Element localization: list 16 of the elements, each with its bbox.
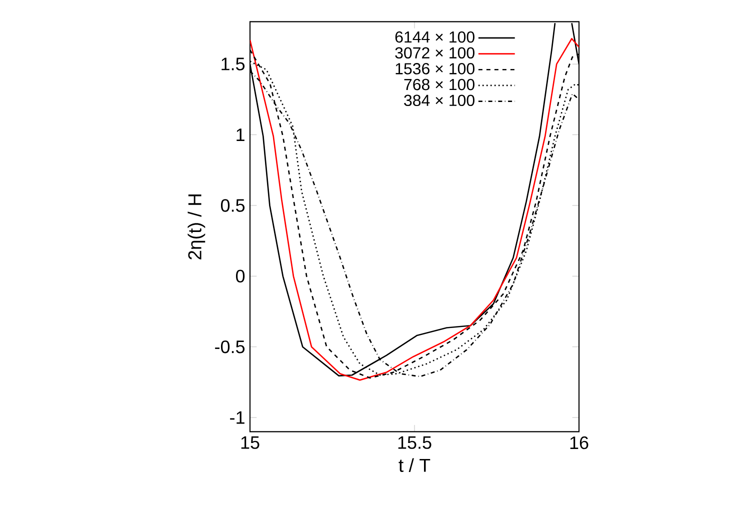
x-tick-label: 15 (241, 436, 260, 449)
legend-label: 768 × 100 (404, 78, 474, 90)
y-tick-label: 0.5 (220, 199, 245, 212)
legend-label: 384 × 100 (404, 94, 474, 106)
legend-label: 6144 × 100 (395, 31, 474, 43)
y-tick-label: -1 (230, 411, 244, 424)
y-axis-title: 2η(t) / H (188, 194, 206, 260)
x-axis-title: t / T (398, 458, 430, 472)
y-tick-label: 1.5 (222, 58, 245, 70)
x-tick-label: 15.5 (398, 436, 432, 449)
y-tick-label: 0 (236, 270, 245, 283)
legend-label: 3072 × 100 (395, 47, 474, 59)
y-tick-label: -0.5 (215, 340, 245, 354)
x-tick-label: 16 (570, 436, 588, 450)
legend-label: 1536 × 100 (396, 63, 474, 74)
y-tick-label: 1 (236, 128, 244, 141)
